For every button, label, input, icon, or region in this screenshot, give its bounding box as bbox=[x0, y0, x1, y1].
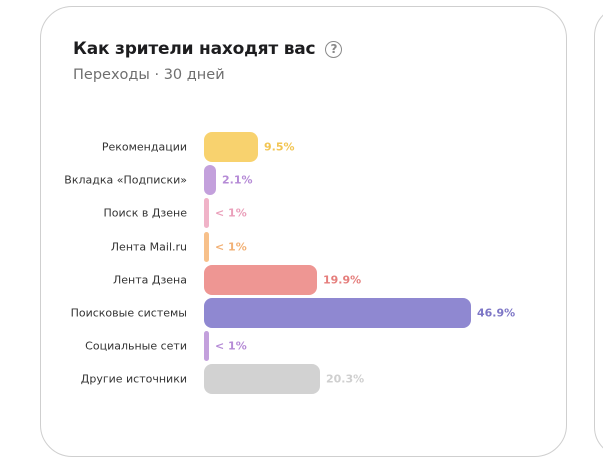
chart-row: Социальные сети < 1% bbox=[41, 330, 566, 362]
chart-row: Рекомендации 9.5% bbox=[41, 131, 566, 163]
value-label: 9.5% bbox=[264, 140, 295, 154]
card-subtitle: Переходы · 30 дней bbox=[73, 67, 225, 83]
chart-row: Лента Дзена 19.9% bbox=[41, 264, 566, 296]
chart-row: Вкладка «Подписки» 2.1% bbox=[41, 164, 566, 196]
value-label: 20.3% bbox=[326, 372, 365, 386]
chart-row: Лента Mail.ru < 1% bbox=[41, 231, 566, 263]
category-label: Поиск в Дзене bbox=[103, 206, 188, 220]
value-label: < 1% bbox=[215, 339, 247, 353]
category-label: Поисковые системы bbox=[70, 306, 187, 320]
value-label: 2.1% bbox=[222, 173, 253, 187]
bar[interactable] bbox=[204, 264, 317, 295]
card-title: Как зрители находят вас bbox=[73, 39, 316, 59]
category-label: Социальные сети bbox=[85, 339, 187, 353]
bar[interactable] bbox=[204, 132, 258, 162]
value-label: < 1% bbox=[215, 206, 247, 220]
chart-row: Поисковые системы 46.9% bbox=[41, 297, 566, 329]
card-header: Как зрители находят вас ? bbox=[73, 39, 343, 59]
bar[interactable] bbox=[204, 331, 209, 362]
bar[interactable] bbox=[204, 198, 209, 229]
chart-row: Поиск в Дзене < 1% bbox=[41, 197, 566, 229]
category-label: Лента Mail.ru bbox=[110, 240, 187, 254]
value-label: 19.9% bbox=[323, 273, 362, 287]
value-label: < 1% bbox=[215, 240, 247, 254]
bar[interactable] bbox=[204, 231, 209, 262]
bar[interactable] bbox=[204, 364, 320, 395]
category-label: Рекомендации bbox=[101, 140, 187, 154]
value-label: 46.9% bbox=[477, 306, 516, 320]
bar[interactable] bbox=[204, 165, 216, 196]
traffic-sources-card: Как зрители находят вас ? Переходы · 30 … bbox=[40, 6, 567, 457]
next-card bbox=[594, 6, 603, 457]
category-label: Другие источники bbox=[80, 372, 187, 386]
category-label: Вкладка «Подписки» bbox=[64, 173, 187, 187]
bar[interactable] bbox=[204, 298, 471, 328]
help-icon[interactable]: ? bbox=[325, 40, 343, 58]
category-label: Лента Дзена bbox=[112, 273, 187, 287]
chart-row: Другие источники 20.3% bbox=[41, 363, 566, 395]
